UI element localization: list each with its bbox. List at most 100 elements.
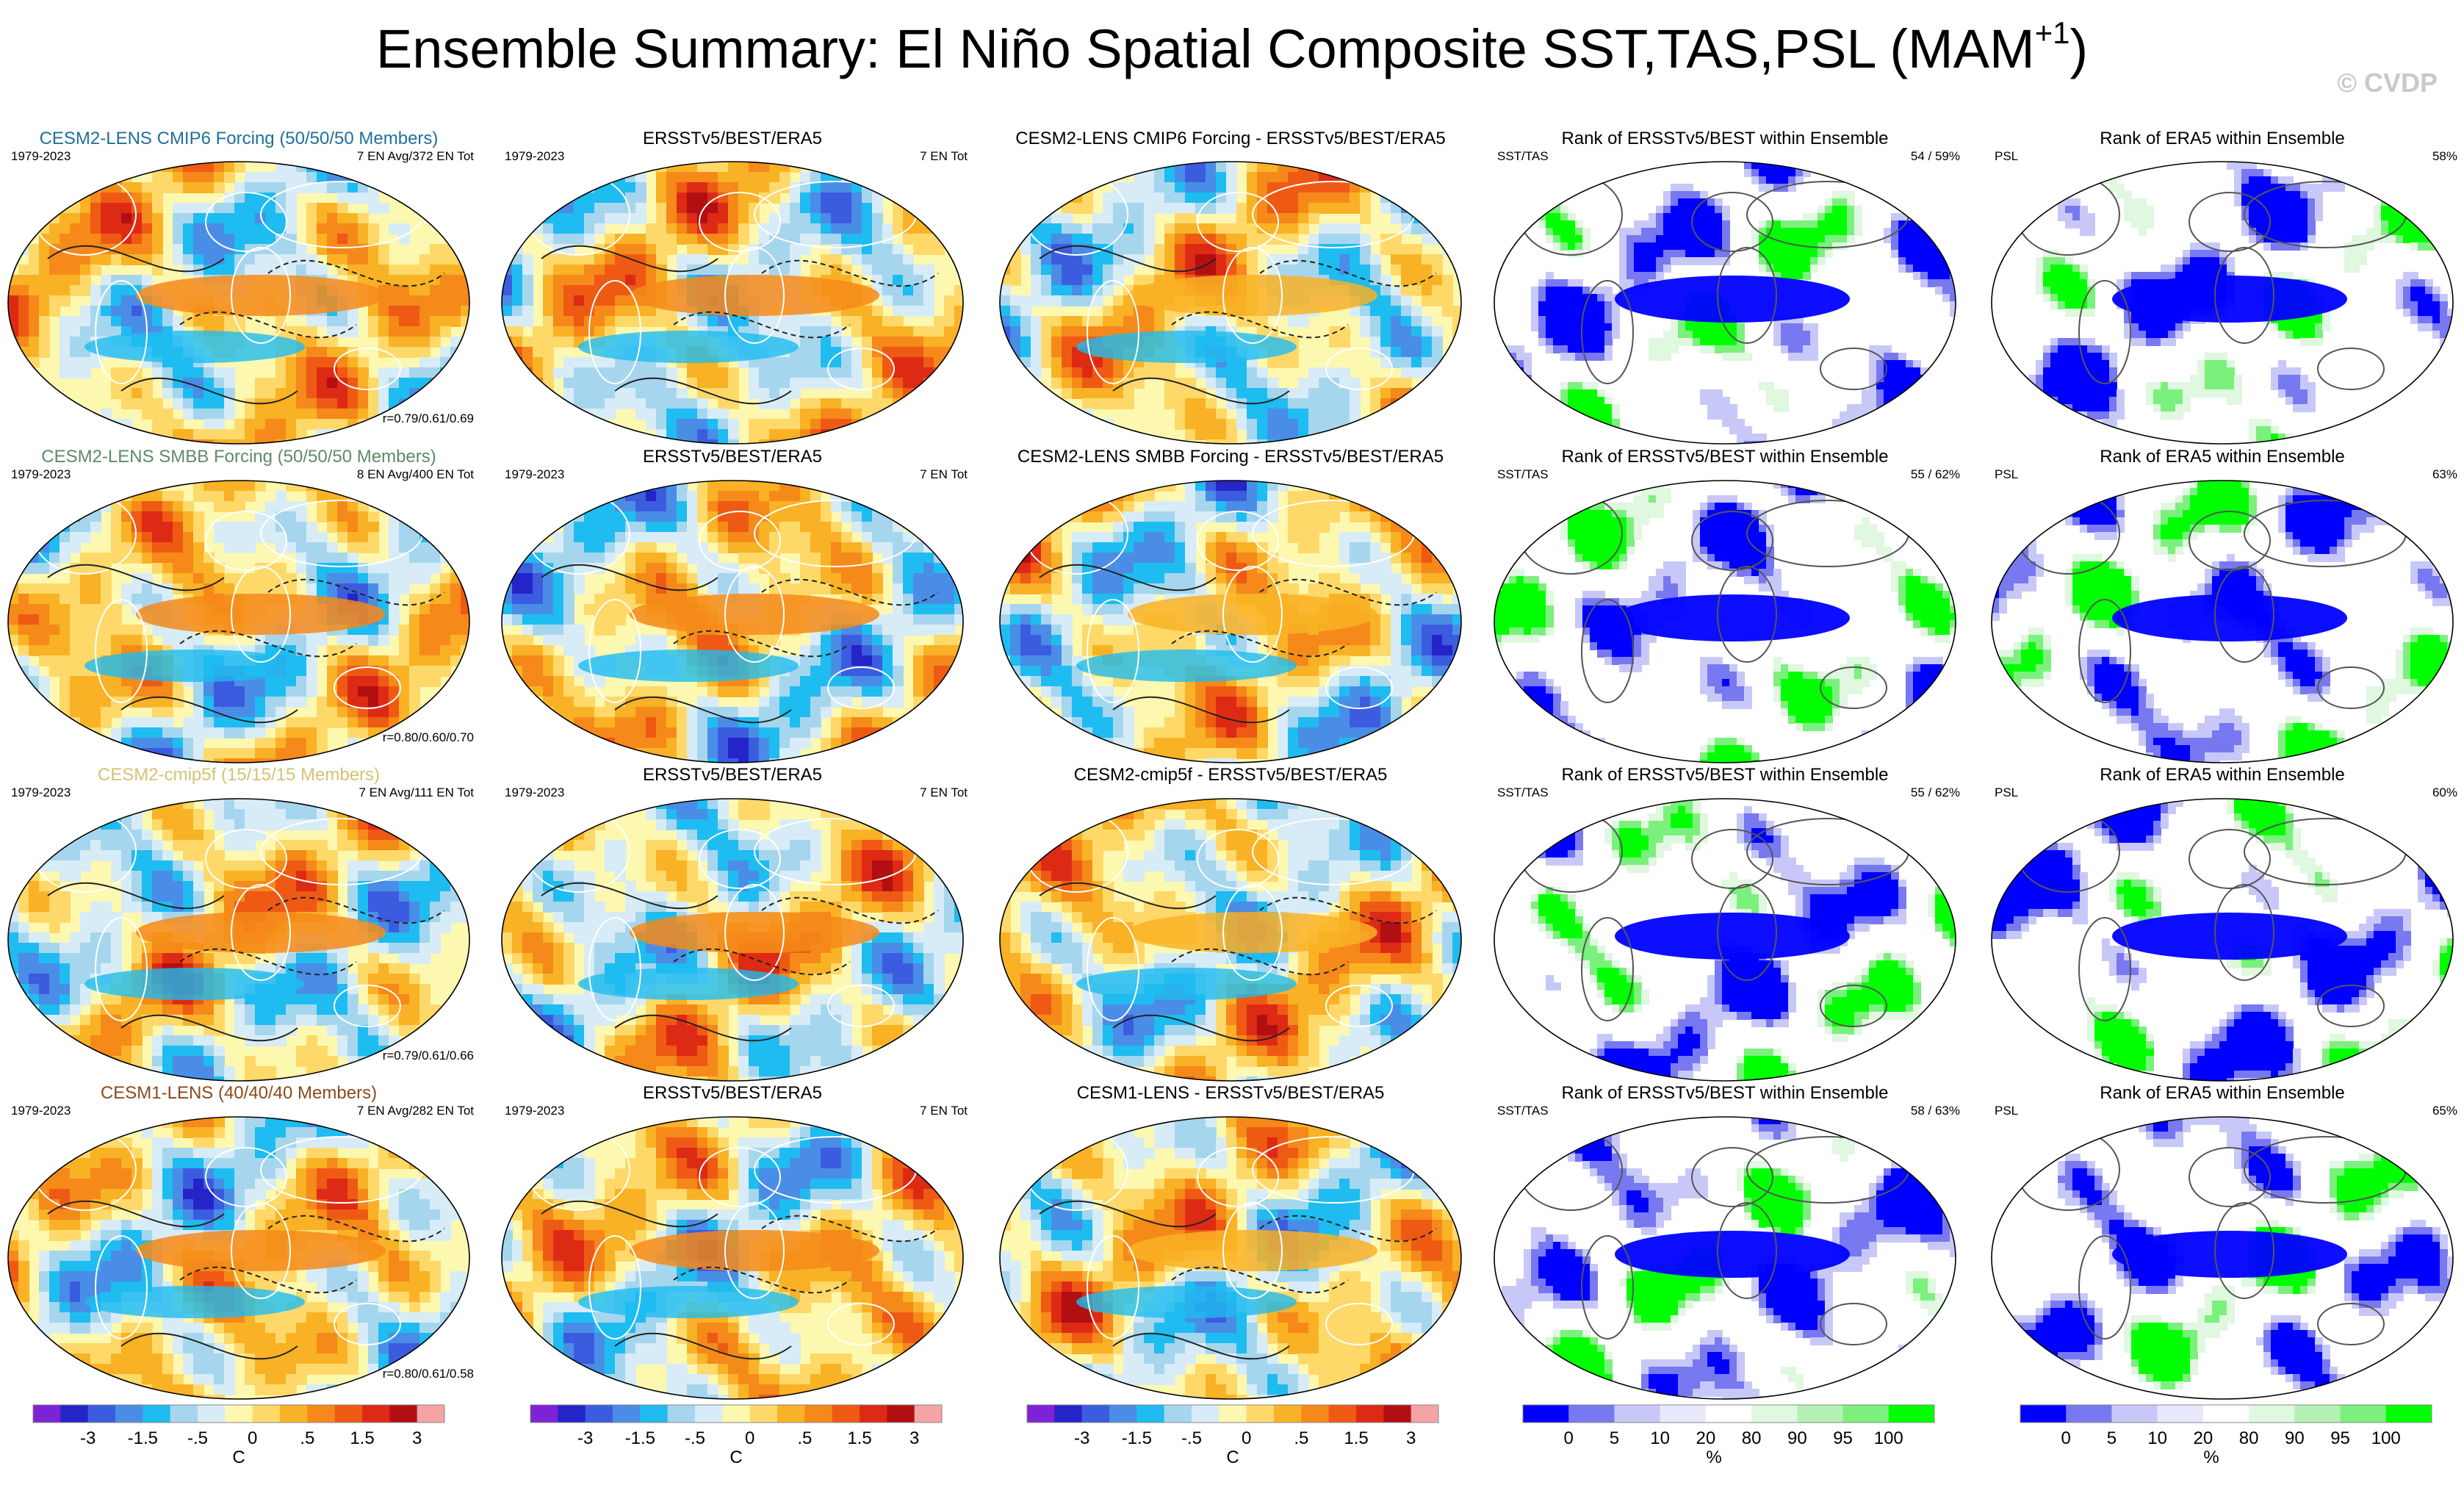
map-diff-row-4 bbox=[1000, 1117, 1461, 1399]
colorbar-swatch bbox=[860, 1405, 887, 1423]
colorbar-swatch bbox=[2111, 1405, 2158, 1423]
panel-title-model: CESM1-LENS (40/40/40 Members) bbox=[0, 1083, 481, 1104]
colorbar-swatch bbox=[1109, 1405, 1137, 1423]
colorbar-swatch bbox=[87, 1405, 116, 1423]
variable-label: SST/TAS bbox=[1497, 785, 1549, 800]
colorbar-tick-label: -1.5 bbox=[610, 1428, 669, 1449]
map-border-rank_sst-row-4 bbox=[1494, 1116, 1956, 1400]
map-model-row-3 bbox=[8, 799, 469, 1081]
panel-title-obs: ERSSTv5/BEST/ERA5 bbox=[490, 1083, 975, 1104]
rank-percent-label: 58% bbox=[2237, 149, 2457, 164]
colorbar-tick-label: -1.5 bbox=[113, 1428, 172, 1449]
colorbar-tick-label: 0 bbox=[2036, 1428, 2095, 1449]
pattern-correlation-label: r=0.80/0.61/0.58 bbox=[253, 1367, 474, 1381]
period-label: 1979-2023 bbox=[505, 149, 564, 164]
colorbar-tick-label: 5 bbox=[1585, 1428, 1643, 1449]
map-border-rank_psl-row-4 bbox=[1991, 1116, 2454, 1400]
map-obs-row-4 bbox=[502, 1117, 963, 1399]
panel-title-rank_psl: Rank of ERA5 within Ensemble bbox=[1980, 447, 2464, 467]
colorbar-swatch bbox=[1383, 1405, 1412, 1423]
colorbar-tick-label: -.5 bbox=[666, 1428, 724, 1449]
panel-title-obs: ERSSTv5/BEST/ERA5 bbox=[490, 447, 975, 467]
rank-percent-label: 54 / 59% bbox=[1740, 149, 1960, 164]
variable-label: PSL bbox=[1995, 467, 2018, 482]
colorbar-swatch bbox=[1842, 1405, 1890, 1423]
colorbar-swatch bbox=[2157, 1405, 2204, 1423]
colorbar-swatch bbox=[695, 1405, 723, 1423]
colorbar-tick-label: 10 bbox=[2128, 1428, 2187, 1449]
variable-label: PSL bbox=[1995, 785, 2018, 800]
colorbar-tick-label: 100 bbox=[2357, 1428, 2416, 1449]
colorbar-anomaly-2 bbox=[530, 1404, 943, 1423]
event-count-label: 7 EN Tot bbox=[747, 467, 968, 482]
colorbar-swatch bbox=[1164, 1405, 1192, 1423]
map-rank_sst-row-3 bbox=[1494, 799, 1956, 1081]
event-count-label: 8 EN Avg/400 EN Tot bbox=[253, 467, 474, 482]
map-border-model-row-4 bbox=[7, 1116, 470, 1400]
variable-label: PSL bbox=[1995, 149, 2018, 164]
rank-percent-label: 55 / 62% bbox=[1740, 785, 1960, 800]
map-border-obs-row-3 bbox=[501, 798, 964, 1082]
map-obs-row-2 bbox=[502, 481, 963, 763]
colorbar-tick-label: -3 bbox=[556, 1428, 615, 1449]
panel-title-model: CESM2-LENS SMBB Forcing (50/50/50 Member… bbox=[0, 447, 481, 467]
map-border-obs-row-1 bbox=[501, 161, 964, 445]
colorbar-tick-label: 1.5 bbox=[830, 1428, 889, 1449]
colorbar-rank-1 bbox=[1522, 1404, 1935, 1423]
colorbar-swatch bbox=[1797, 1405, 1844, 1423]
colorbar-swatch bbox=[1328, 1405, 1357, 1423]
rank-percent-label: 63% bbox=[2237, 467, 2457, 482]
event-count-label: 7 EN Tot bbox=[747, 785, 968, 800]
colorbar-swatch bbox=[2385, 1405, 2432, 1423]
map-border-rank_sst-row-2 bbox=[1494, 480, 1956, 763]
colorbar-swatch bbox=[1081, 1405, 1110, 1423]
colorbar-tick-label: 95 bbox=[1814, 1428, 1873, 1449]
colorbar-tick-label: 3 bbox=[388, 1428, 447, 1449]
map-border-diff-row-2 bbox=[999, 480, 1462, 763]
colorbar-unit: C bbox=[714, 1448, 758, 1468]
colorbar-swatch bbox=[722, 1405, 751, 1423]
colorbar-tick-label: 0 bbox=[1217, 1428, 1276, 1449]
colorbar-tick-label: -.5 bbox=[1162, 1428, 1221, 1449]
panel-title-rank_sst: Rank of ERSSTv5/BEST within Ensemble bbox=[1483, 447, 1967, 467]
map-model-row-2 bbox=[8, 481, 469, 763]
panel-title-rank_psl: Rank of ERA5 within Ensemble bbox=[1980, 129, 2464, 149]
map-border-diff-row-3 bbox=[999, 798, 1462, 1082]
colorbar-tick-label: 0 bbox=[721, 1428, 779, 1449]
colorbar-tick-label: .5 bbox=[1272, 1428, 1330, 1449]
map-rank_psl-row-4 bbox=[1992, 1117, 2453, 1399]
period-label: 1979-2023 bbox=[505, 467, 564, 482]
panel-title-diff: CESM1-LENS - ERSSTv5/BEST/ERA5 bbox=[988, 1083, 1473, 1104]
colorbar-unit: C bbox=[1211, 1448, 1255, 1468]
colorbar-tick-label: 0 bbox=[223, 1428, 282, 1449]
period-label: 1979-2023 bbox=[11, 149, 71, 164]
event-count-label: 7 EN Avg/372 EN Tot bbox=[253, 149, 474, 164]
colorbar-tick-label: 90 bbox=[2265, 1428, 2324, 1449]
pattern-correlation-label: r=0.79/0.61/0.66 bbox=[253, 1049, 474, 1063]
title-close: ) bbox=[2070, 18, 2089, 79]
map-obs-row-1 bbox=[502, 162, 963, 444]
colorbar-swatch bbox=[1274, 1405, 1302, 1423]
variable-label: SST/TAS bbox=[1497, 467, 1549, 482]
colorbar-swatch bbox=[640, 1405, 669, 1423]
colorbar-swatch bbox=[1246, 1405, 1275, 1423]
colorbar-swatch bbox=[2249, 1405, 2295, 1423]
colorbar-anomaly-3 bbox=[1026, 1404, 1439, 1423]
colorbar-swatch bbox=[1301, 1405, 1330, 1423]
panel-title-obs: ERSSTv5/BEST/ERA5 bbox=[490, 765, 975, 785]
period-label: 1979-2023 bbox=[505, 1104, 564, 1118]
colorbar-swatch bbox=[362, 1405, 390, 1423]
colorbar-tick-label: 90 bbox=[1768, 1428, 1826, 1449]
colorbar-tick-label: 1.5 bbox=[333, 1428, 392, 1449]
event-count-label: 7 EN Tot bbox=[747, 1104, 968, 1118]
map-rank_psl-row-2 bbox=[1992, 481, 2453, 763]
colorbar-swatch bbox=[1411, 1405, 1439, 1423]
colorbar-unit: C bbox=[217, 1448, 261, 1468]
period-label: 1979-2023 bbox=[11, 1104, 71, 1118]
colorbar-swatch bbox=[2294, 1405, 2341, 1423]
pattern-correlation-label: r=0.80/0.60/0.70 bbox=[253, 730, 474, 745]
variable-label: SST/TAS bbox=[1497, 1104, 1549, 1118]
title-text: Ensemble Summary: El Niño Spatial Compos… bbox=[376, 18, 2035, 79]
map-border-obs-row-2 bbox=[501, 480, 964, 763]
map-border-rank_sst-row-1 bbox=[1494, 161, 1956, 445]
